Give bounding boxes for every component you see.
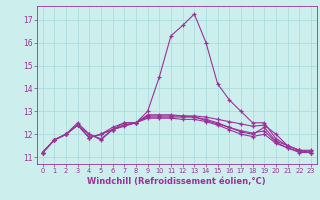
- X-axis label: Windchill (Refroidissement éolien,°C): Windchill (Refroidissement éolien,°C): [87, 177, 266, 186]
